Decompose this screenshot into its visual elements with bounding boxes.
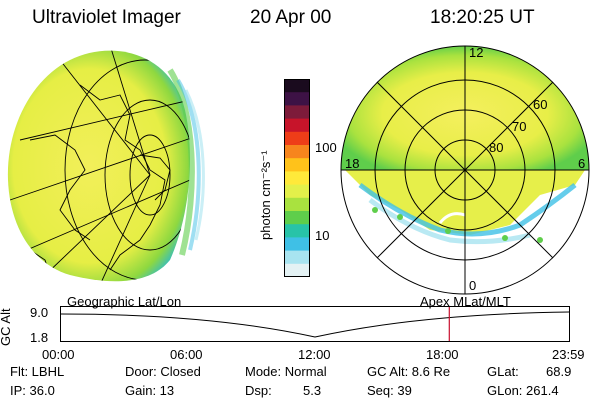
polar-mlat-mlt-plot xyxy=(340,45,590,295)
info-dsp-value: 5.3 xyxy=(303,383,322,398)
observation-time: 18:20:25 UT xyxy=(430,7,535,28)
timeline-xtick-4: 23:59 xyxy=(552,347,585,362)
info-ip: IP: 36.0 xyxy=(10,383,55,398)
mlt-label-18: 18 xyxy=(345,156,360,171)
info-door: Door: Closed xyxy=(125,364,201,379)
colorbar-band xyxy=(284,263,310,277)
timeline-xtick-1: 06:00 xyxy=(170,347,203,362)
colorbar xyxy=(284,79,310,277)
colorbar-band xyxy=(284,224,310,238)
timeline-y-label: GC Alt xyxy=(0,308,13,346)
info-mode: Mode: Normal xyxy=(245,364,327,379)
colorbar-band xyxy=(284,158,310,172)
colorbar-gradient xyxy=(284,79,310,277)
observation-date: 20 Apr 00 xyxy=(250,7,332,28)
polar-grid xyxy=(340,45,590,295)
timeline-ytick-low: 1.8 xyxy=(30,330,49,345)
colorbar-band xyxy=(284,184,310,199)
info-dsp-label: Dsp: xyxy=(245,383,272,398)
colorbar-band xyxy=(284,237,310,252)
mlt-label-6: 6 xyxy=(578,156,586,171)
mlt-label-0: 0 xyxy=(469,278,477,293)
geographic-image-panel xyxy=(7,50,205,282)
colorbar-tick-100: 100 xyxy=(315,140,337,155)
info-glat-label: GLat: xyxy=(487,364,519,379)
info-seq: Seq: 39 xyxy=(367,383,412,398)
info-filter: Flt: LBHL xyxy=(10,364,65,379)
mlat-label-80: 80 xyxy=(489,140,504,155)
colorbar-band xyxy=(284,145,310,159)
info-glon: GLon: 261.4 xyxy=(487,383,559,398)
colorbar-unit-label: photon cm⁻²s⁻¹ xyxy=(258,150,273,240)
info-gain: Gain: 13 xyxy=(125,383,175,398)
colorbar-band xyxy=(284,250,310,265)
left-projection-label: Geographic Lat/Lon xyxy=(67,294,182,309)
mlat-label-70: 70 xyxy=(512,119,527,134)
info-glat-value: 68.9 xyxy=(546,364,572,379)
colorbar-band xyxy=(284,79,310,93)
colorbar-band xyxy=(284,211,310,225)
timeline-plot xyxy=(60,306,570,342)
right-projection-label: Apex MLat/MLT xyxy=(420,294,511,309)
timeline-xtick-3: 18:00 xyxy=(426,347,459,362)
info-gc-alt: GC Alt: 8.6 Re xyxy=(367,364,451,379)
instrument-title: Ultraviolet Imager xyxy=(32,7,181,28)
mlt-label-12: 12 xyxy=(469,45,484,60)
timeline-xtick-2: 12:00 xyxy=(298,347,331,362)
colorbar-band xyxy=(284,92,310,106)
colorbar-band xyxy=(284,105,310,120)
timeline-ytick-high: 9.0 xyxy=(30,305,49,320)
earth-disk xyxy=(7,50,205,282)
colorbar-band xyxy=(284,118,310,133)
colorbar-band xyxy=(284,197,310,212)
colorbar-band xyxy=(284,131,310,146)
colorbar-tick-10: 10 xyxy=(315,228,330,243)
mlat-label-60: 60 xyxy=(533,97,548,112)
colorbar-band xyxy=(284,171,310,186)
timeline-xtick-0: 00:00 xyxy=(42,347,75,362)
